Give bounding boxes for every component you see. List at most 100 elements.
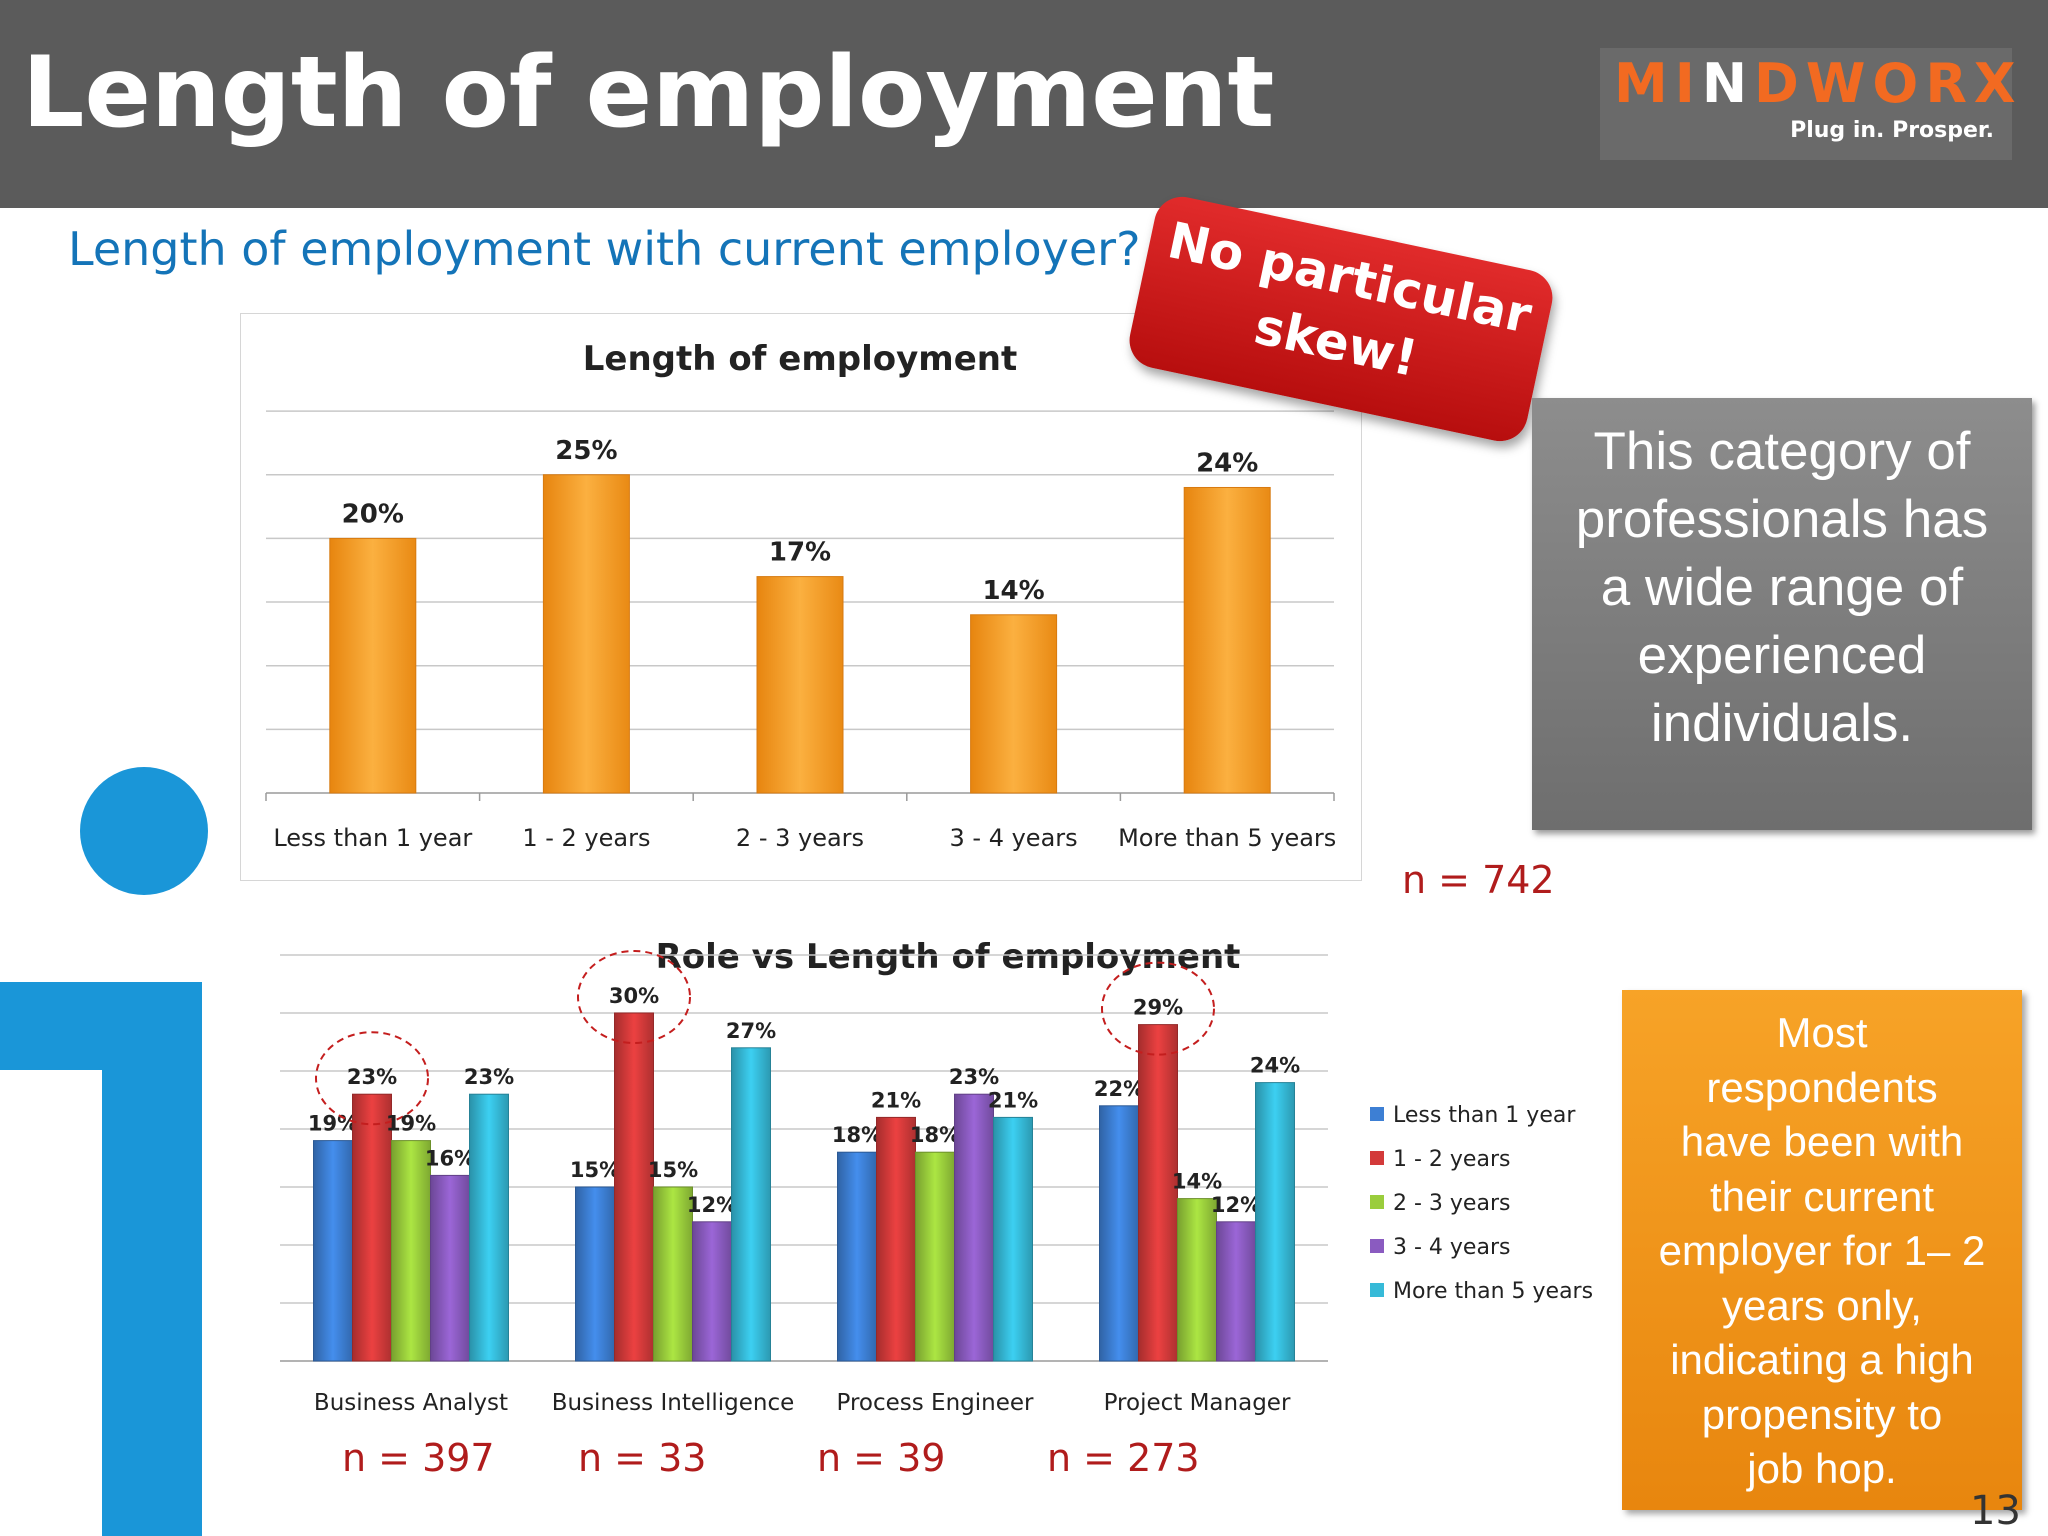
grey-callout-line: This category of xyxy=(1593,422,1971,481)
chart2-bar xyxy=(1099,1105,1139,1362)
chart2-bar xyxy=(954,1093,994,1362)
chart2-data-label: 29% xyxy=(1133,996,1183,1020)
chart1-data-label: 14% xyxy=(982,576,1044,606)
chart2-data-label: 27% xyxy=(726,1019,776,1043)
chart2-bar xyxy=(653,1186,693,1362)
slide-number: 13 xyxy=(1970,1488,2021,1534)
chart2-legend-swatch xyxy=(1370,1283,1384,1297)
chart2-legend-swatch xyxy=(1370,1195,1384,1209)
chart2-data-label: 21% xyxy=(871,1088,921,1112)
chart2-legend-label: 1 - 2 years xyxy=(1393,1147,1510,1172)
chart2-bar xyxy=(692,1221,732,1362)
chart2-data-label: 15% xyxy=(648,1158,698,1182)
chart1-bar xyxy=(1183,486,1271,794)
grey-callout-line: experienced xyxy=(1637,626,1927,685)
orange-callout-line: respondents xyxy=(1706,1063,1938,1111)
chart2-bar xyxy=(575,1186,615,1362)
chart2-category-label: Business Intelligence xyxy=(552,1390,795,1416)
n-business-analyst-label: n = 397 xyxy=(342,1436,495,1480)
chart2-data-label: 24% xyxy=(1250,1054,1300,1078)
chart2-highlight-circle xyxy=(1101,961,1215,1056)
orange-callout-line: Most xyxy=(1776,1009,1868,1056)
chart2-data-label: 18% xyxy=(910,1123,960,1147)
decorative-bar xyxy=(0,982,202,1536)
chart1-category-label: More than 5 years xyxy=(1118,824,1336,852)
chart2-bar xyxy=(1177,1198,1217,1362)
chart2-legend-label: 3 - 4 years xyxy=(1393,1235,1510,1260)
orange-callout-line: years only, xyxy=(1722,1281,1922,1329)
chart2-bar xyxy=(1255,1082,1295,1362)
chart2-bar xyxy=(876,1116,916,1362)
chart1-category-label: 3 - 4 years xyxy=(950,824,1078,852)
chart1-category-label: 1 - 2 years xyxy=(522,824,650,852)
decorative-circle xyxy=(80,767,208,895)
chart2-data-label: 18% xyxy=(832,1123,882,1147)
header-bar: Length of employment MINDWORX Plug in. P… xyxy=(0,0,2048,208)
chart2-data-label: 16% xyxy=(425,1146,475,1170)
n-project-manager-label: n = 273 xyxy=(1047,1436,1200,1480)
chart2-bar xyxy=(614,1012,654,1362)
chart1-bar xyxy=(970,614,1058,794)
chart2-bar xyxy=(391,1140,431,1362)
chart2-data-label: 30% xyxy=(609,984,659,1008)
chart2-data-label: 15% xyxy=(570,1158,620,1182)
chart2-bar xyxy=(313,1140,353,1362)
chart2-category-label: Process Engineer xyxy=(837,1390,1035,1416)
orange-callout-line: their current xyxy=(1709,1172,1935,1220)
chart2-data-label: 19% xyxy=(386,1112,436,1136)
chart1-bar xyxy=(756,576,844,794)
chart1-data-label: 20% xyxy=(342,499,404,529)
chart1-title: Length of employment xyxy=(583,339,1018,379)
n-process-engineer-label: n = 39 xyxy=(817,1436,946,1480)
chart2-bar xyxy=(837,1151,877,1362)
chart1-category-label: Less than 1 year xyxy=(273,824,472,852)
logo-tagline: Plug in. Prosper. xyxy=(1790,118,1994,143)
chart2-bar xyxy=(1216,1221,1256,1362)
employment-bar-chart: Length of employment 20% Less than 1 year 2… xyxy=(265,339,1336,852)
chart2-legend-swatch xyxy=(1370,1107,1384,1121)
n-business-intelligence-label: n = 33 xyxy=(578,1436,707,1480)
chart2-data-label: 23% xyxy=(347,1065,397,1089)
logo-brand: MINDWORX xyxy=(1614,52,2023,115)
n-total-label: n = 742 xyxy=(1402,858,1555,902)
grey-callout-line: professionals has xyxy=(1575,490,1989,549)
chart2-data-label: 19% xyxy=(308,1112,358,1136)
chart2-category-label: Business Analyst xyxy=(314,1390,508,1416)
chart2-highlight-circle xyxy=(315,1031,429,1126)
chart2-data-label: 23% xyxy=(949,1065,999,1089)
chart2-legend-label: 2 - 3 years xyxy=(1393,1191,1510,1216)
orange-callout-line: have been with xyxy=(1680,1118,1964,1165)
chart2-bar xyxy=(915,1151,955,1362)
chart2-legend-swatch xyxy=(1370,1151,1384,1165)
mindworx-logo: MINDWORX Plug in. Prosper. xyxy=(1600,48,2016,160)
chart1-data-label: 25% xyxy=(555,436,617,466)
chart1-data-label: 24% xyxy=(1196,448,1258,478)
chart2-legend-label: More than 5 years xyxy=(1393,1279,1593,1304)
page-title: Length of employment xyxy=(22,36,1275,150)
chart2-bar xyxy=(469,1093,509,1362)
chart1-data-label: 17% xyxy=(769,538,831,568)
survey-question: Length of employment with current employ… xyxy=(68,222,1141,276)
chart2-data-label: 23% xyxy=(464,1065,514,1089)
grey-callout-line: individuals. xyxy=(1650,694,1914,753)
chart1-bar xyxy=(329,537,417,794)
chart2-category-label: Project Manager xyxy=(1104,1390,1291,1416)
chart2-bar xyxy=(993,1116,1033,1362)
chart2-title: Role vs Length of employment xyxy=(656,937,1241,977)
chart2-legend-swatch xyxy=(1370,1239,1384,1253)
chart1-bar xyxy=(542,474,630,794)
chart2-data-label: 22% xyxy=(1094,1077,1144,1101)
chart2-data-label: 21% xyxy=(988,1088,1038,1112)
chart2-bar xyxy=(731,1047,771,1362)
orange-callout-line: job hop. xyxy=(1747,1445,1897,1492)
chart2-data-label: 12% xyxy=(687,1193,737,1217)
insight-callout-grey: This category of professionals has a wid… xyxy=(1532,398,2032,830)
grey-callout-line: a wide range of xyxy=(1600,558,1964,617)
chart2-bar xyxy=(1138,1024,1178,1362)
chart1-category-label: 2 - 3 years xyxy=(736,824,864,852)
chart2-data-label: 14% xyxy=(1172,1170,1222,1194)
orange-callout-line: propensity to xyxy=(1701,1390,1943,1438)
orange-callout-line: indicating a high xyxy=(1670,1336,1974,1383)
insight-callout-orange: Most respondents have been with their cu… xyxy=(1622,990,2022,1510)
